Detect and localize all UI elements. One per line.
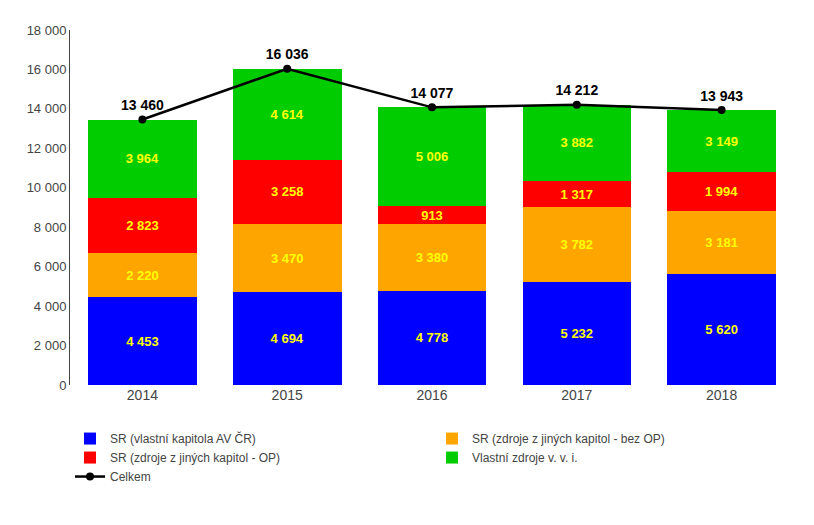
svg-text:2017: 2017 [561,387,592,403]
svg-text:14 077: 14 077 [411,85,454,101]
svg-text:4 614: 4 614 [271,107,304,122]
svg-text:3 181: 3 181 [705,235,738,250]
svg-text:2 000: 2 000 [34,338,67,353]
svg-text:10 000: 10 000 [27,180,67,195]
svg-text:12 000: 12 000 [27,141,67,156]
svg-text:3 380: 3 380 [416,250,449,265]
svg-text:2 823: 2 823 [126,218,159,233]
svg-text:913: 913 [421,208,443,223]
svg-text:16 036: 16 036 [266,46,309,62]
svg-text:SR (vlastní kapitola AV ČR): SR (vlastní kapitola AV ČR) [110,431,256,446]
svg-text:4 778: 4 778 [416,330,449,345]
svg-text:2018: 2018 [706,387,737,403]
svg-text:3 149: 3 149 [705,134,738,149]
svg-text:16 000: 16 000 [27,62,67,77]
svg-text:3 964: 3 964 [126,151,159,166]
svg-text:5 232: 5 232 [561,326,594,341]
svg-text:Celkem: Celkem [110,470,151,484]
svg-text:14 212: 14 212 [555,82,598,98]
svg-text:SR (zdroje z jiných kapitol -: SR (zdroje z jiných kapitol - bez OP) [472,432,665,446]
svg-text:2015: 2015 [272,387,303,403]
svg-text:13 460: 13 460 [121,97,164,113]
svg-text:3 258: 3 258 [271,184,304,199]
svg-text:2016: 2016 [416,387,447,403]
svg-text:SR (zdroje z jiných kapitol -: SR (zdroje z jiných kapitol - OP) [110,451,280,465]
svg-text:5 006: 5 006 [416,149,449,164]
svg-text:6 000: 6 000 [34,259,67,274]
svg-text:0: 0 [59,378,66,393]
svg-text:5 620: 5 620 [705,322,738,337]
svg-text:1 994: 1 994 [705,184,738,199]
svg-text:14 000: 14 000 [27,101,67,116]
svg-text:Vlastní zdroje v. v. i.: Vlastní zdroje v. v. i. [472,451,578,465]
svg-text:4 000: 4 000 [34,299,67,314]
svg-text:4 694: 4 694 [271,331,304,346]
svg-text:3 782: 3 782 [561,237,594,252]
svg-text:1 317: 1 317 [561,187,594,202]
svg-text:2014: 2014 [127,387,158,403]
svg-text:3 470: 3 470 [271,251,304,266]
svg-text:18 000: 18 000 [27,23,67,38]
svg-text:13 943: 13 943 [700,88,743,104]
svg-text:8 000: 8 000 [34,220,67,235]
svg-text:3 882: 3 882 [561,135,594,150]
svg-text:4 453: 4 453 [126,334,159,349]
svg-text:2 220: 2 220 [126,268,159,283]
